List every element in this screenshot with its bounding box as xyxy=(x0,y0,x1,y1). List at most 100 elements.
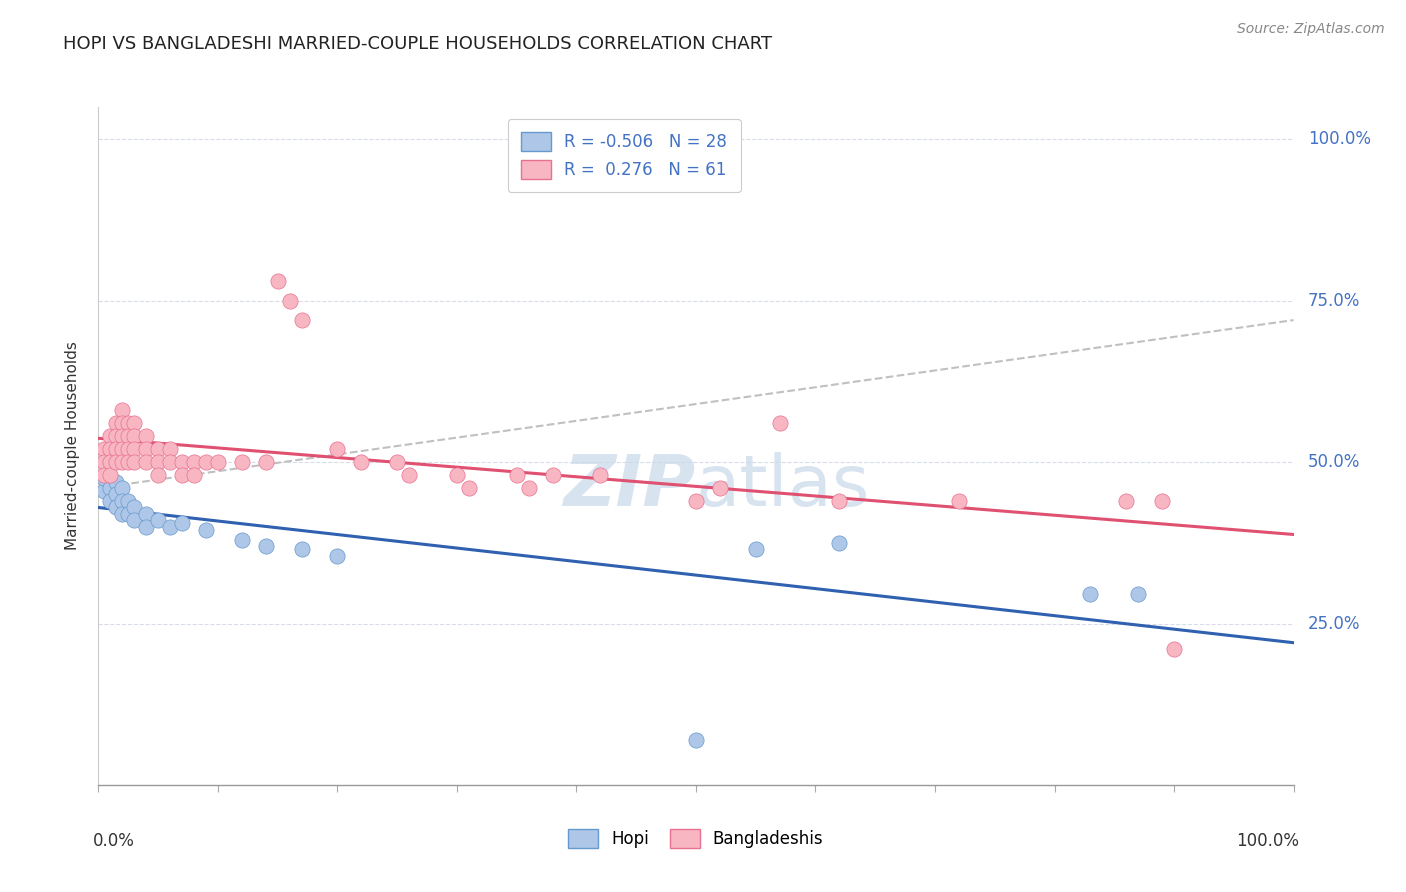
Point xyxy=(98,481,122,495)
Point xyxy=(135,442,157,457)
Point xyxy=(105,487,128,501)
Point xyxy=(458,481,481,495)
Point xyxy=(278,293,301,308)
Point xyxy=(105,475,128,489)
Text: ZIP: ZIP xyxy=(564,452,696,521)
Point xyxy=(517,481,540,495)
Text: 25.0%: 25.0% xyxy=(1308,615,1361,632)
Point xyxy=(183,468,205,483)
Point xyxy=(111,481,134,495)
Point xyxy=(135,455,157,469)
Text: atlas: atlas xyxy=(696,452,870,521)
Point xyxy=(828,494,851,508)
Point xyxy=(231,455,253,469)
Point xyxy=(172,455,194,469)
Point xyxy=(124,429,146,443)
Point xyxy=(159,442,181,457)
Point xyxy=(117,455,139,469)
Point xyxy=(135,519,157,533)
Point xyxy=(446,468,468,483)
Point xyxy=(172,516,194,531)
Point xyxy=(135,507,157,521)
Point xyxy=(93,471,115,485)
Point xyxy=(183,455,205,469)
Point xyxy=(207,455,229,469)
Point xyxy=(350,455,373,469)
Point xyxy=(124,455,146,469)
Point xyxy=(828,536,851,550)
Point xyxy=(1080,587,1102,601)
Point xyxy=(291,313,314,327)
Point xyxy=(111,455,134,469)
Point xyxy=(1152,494,1174,508)
Point xyxy=(117,442,139,457)
Point xyxy=(1115,494,1137,508)
Point xyxy=(105,417,128,431)
Text: 100.0%: 100.0% xyxy=(1308,130,1371,148)
Point xyxy=(398,468,420,483)
Point xyxy=(93,484,115,499)
Point xyxy=(709,481,731,495)
Point xyxy=(98,429,122,443)
Text: Source: ZipAtlas.com: Source: ZipAtlas.com xyxy=(1237,22,1385,37)
Point xyxy=(148,455,170,469)
Text: 0.0%: 0.0% xyxy=(93,832,135,850)
Point xyxy=(326,442,349,457)
Point xyxy=(93,442,115,457)
Point xyxy=(768,417,790,431)
Point xyxy=(117,507,139,521)
Text: 100.0%: 100.0% xyxy=(1236,832,1299,850)
Point xyxy=(93,455,115,469)
Legend: Hopi, Bangladeshis: Hopi, Bangladeshis xyxy=(562,822,830,855)
Point xyxy=(231,533,253,547)
Point xyxy=(589,468,612,483)
Point xyxy=(117,429,139,443)
Point xyxy=(267,274,290,288)
Point xyxy=(254,455,277,469)
Point xyxy=(159,455,181,469)
Point xyxy=(105,442,128,457)
Point xyxy=(111,429,134,443)
Point xyxy=(124,417,146,431)
Point xyxy=(105,455,128,469)
Point xyxy=(124,513,146,527)
Point xyxy=(105,429,128,443)
Point xyxy=(745,542,768,557)
Point xyxy=(98,468,122,483)
Point xyxy=(148,468,170,483)
Point xyxy=(124,500,146,515)
Point xyxy=(685,732,707,747)
Point xyxy=(948,494,970,508)
Point xyxy=(291,542,314,557)
Point xyxy=(111,417,134,431)
Point xyxy=(124,442,146,457)
Text: 50.0%: 50.0% xyxy=(1308,453,1360,471)
Point xyxy=(172,468,194,483)
Point xyxy=(1128,587,1150,601)
Point xyxy=(98,494,122,508)
Point xyxy=(159,519,181,533)
Point xyxy=(1163,642,1185,657)
Point xyxy=(105,500,128,515)
Point xyxy=(195,523,218,537)
Point xyxy=(506,468,529,483)
Y-axis label: Married-couple Households: Married-couple Households xyxy=(65,342,80,550)
Point xyxy=(685,494,707,508)
Text: HOPI VS BANGLADESHI MARRIED-COUPLE HOUSEHOLDS CORRELATION CHART: HOPI VS BANGLADESHI MARRIED-COUPLE HOUSE… xyxy=(63,35,772,53)
Point xyxy=(111,403,134,417)
Point xyxy=(98,455,122,469)
Point xyxy=(195,455,218,469)
Point xyxy=(326,549,349,563)
Point xyxy=(93,468,115,483)
Point xyxy=(117,494,139,508)
Point xyxy=(148,442,170,457)
Point xyxy=(541,468,564,483)
Point xyxy=(148,513,170,527)
Point xyxy=(111,507,134,521)
Text: 75.0%: 75.0% xyxy=(1308,292,1360,310)
Point xyxy=(98,442,122,457)
Point xyxy=(111,442,134,457)
Point xyxy=(385,455,409,469)
Point xyxy=(117,417,139,431)
Point xyxy=(254,539,277,553)
